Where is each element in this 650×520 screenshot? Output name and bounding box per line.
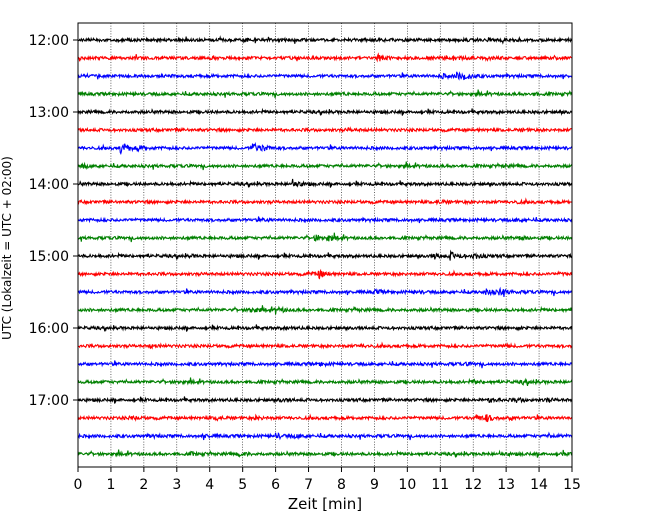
trace-1400	[77, 178, 573, 188]
trace-1530	[77, 286, 573, 297]
trace-1315	[77, 126, 573, 134]
trace-1645	[77, 377, 573, 387]
x-tick-label-12: 12	[464, 477, 482, 493]
y-axis-label: UTC (Lokalzeit = UTC + 02:00)	[0, 156, 14, 340]
trace-1515	[77, 268, 573, 280]
x-tick-label-9: 9	[370, 477, 379, 493]
y-tick-label-1700: 17:00	[29, 393, 69, 409]
x-tick-label-15: 15	[563, 477, 581, 493]
x-tick-label-11: 11	[431, 477, 449, 493]
y-tick-label-1300: 13:00	[29, 105, 69, 121]
trace-1445	[77, 232, 573, 243]
trace-1615	[77, 341, 573, 350]
trace-1245	[77, 89, 573, 99]
x-tick-label-14: 14	[530, 477, 548, 493]
x-tick-label-4: 4	[205, 477, 214, 493]
trace-1545	[77, 305, 573, 315]
x-tick-label-3: 3	[172, 477, 181, 493]
x-grid-lines	[110, 23, 540, 467]
plot-frame	[77, 22, 573, 468]
y-tick-label-1400: 14:00	[29, 177, 69, 193]
trace-1745	[77, 449, 573, 458]
trace-1215	[77, 52, 573, 63]
seismogram-traces	[77, 35, 573, 458]
x-tick-label-6: 6	[271, 477, 280, 493]
x-tick-label-1: 1	[106, 477, 115, 493]
trace-1415	[77, 197, 573, 206]
trace-1200	[77, 35, 573, 45]
y-tick-label-1200: 12:00	[29, 33, 69, 49]
trace-1345	[77, 161, 573, 171]
x-axis: 0 1 2 3 4 5 6 7 8 9 10 11 12 13 14 15	[74, 467, 581, 493]
y-tick-label-1600: 16:00	[29, 321, 69, 337]
trace-1715	[77, 413, 573, 423]
x-tick-label-0: 0	[74, 477, 83, 493]
trace-1230	[77, 71, 573, 81]
x-tick-label-10: 10	[398, 477, 416, 493]
trace-1500	[77, 249, 573, 261]
trace-1600	[77, 324, 573, 332]
trace-1700	[78, 396, 573, 404]
trace-1430	[77, 216, 573, 224]
trace-1630	[77, 360, 573, 369]
trace-1300	[77, 107, 573, 116]
x-tick-label-8: 8	[337, 477, 346, 493]
x-axis-label: Zeit [min]	[288, 495, 362, 513]
x-tick-label-2: 2	[139, 477, 148, 493]
trace-1730	[77, 431, 573, 441]
x-tick-label-13: 13	[497, 477, 515, 493]
y-axis: 12:00 13:00 14:00 15:00 16:00 17:00	[29, 33, 78, 409]
trace-1330	[77, 141, 573, 155]
x-tick-label-7: 7	[304, 477, 313, 493]
x-tick-label-5: 5	[238, 477, 247, 493]
y-tick-label-1500: 15:00	[29, 249, 69, 265]
